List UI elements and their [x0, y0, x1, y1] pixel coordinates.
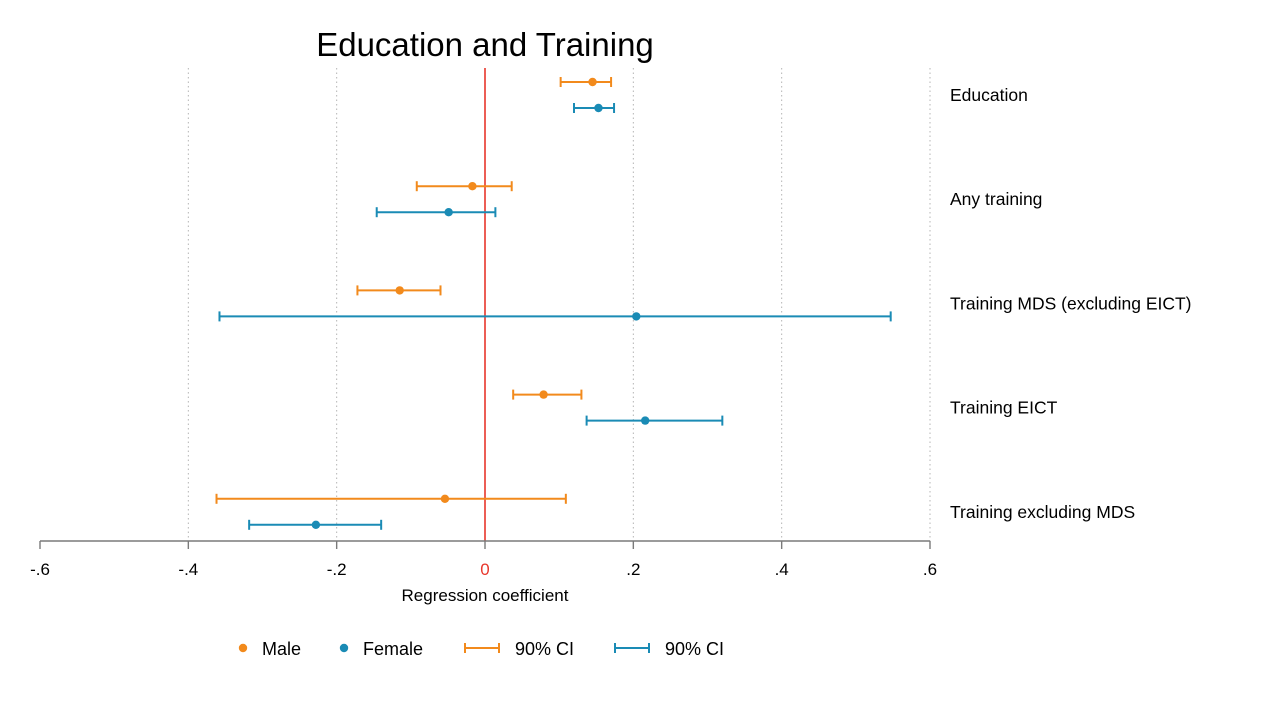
legend-label: 90% CI — [515, 639, 574, 659]
x-tick-label: -.6 — [30, 560, 50, 579]
x-tick-label: .4 — [775, 560, 789, 579]
x-tick-label: 0 — [480, 560, 489, 579]
point-estimate — [468, 182, 477, 191]
point-estimate — [311, 520, 321, 529]
x-tick-label: -.4 — [178, 560, 198, 579]
chart-title: Education and Training — [316, 26, 654, 63]
point-estimates — [311, 77, 650, 529]
category-label: Training MDS (excluding EICT) — [950, 293, 1192, 313]
legend-label: Female — [363, 639, 423, 659]
point-estimate — [641, 416, 650, 425]
point-estimate — [444, 208, 453, 217]
legend-label: Male — [262, 639, 301, 659]
x-tick-label: .2 — [626, 560, 640, 579]
point-estimate — [588, 77, 597, 87]
point-estimate — [395, 286, 404, 295]
gridlines — [187, 68, 931, 541]
x-axis: -.6 -.4 -.2 0 .2 .4 .6 — [30, 540, 937, 579]
legend: Male Female 90% CI 90% CI — [238, 639, 724, 659]
x-tick-label: -.2 — [327, 560, 347, 579]
point-estimate — [632, 312, 641, 321]
category-label: Any training — [950, 189, 1042, 209]
point-estimate — [594, 103, 603, 113]
category-label: Training EICT — [950, 398, 1058, 418]
x-axis-label: Regression coefficient — [402, 586, 569, 605]
category-label: Training excluding MDS — [950, 502, 1135, 522]
x-tick-label: .6 — [923, 560, 937, 579]
confidence-intervals — [215, 77, 892, 530]
category-labels: Education Any training Training MDS (exclu… — [950, 85, 1192, 522]
category-label: Education — [950, 85, 1028, 105]
legend-marker — [238, 643, 248, 653]
point-estimate — [539, 390, 548, 399]
legend-label: 90% CI — [665, 639, 724, 659]
legend-marker — [339, 643, 349, 653]
point-estimate — [440, 494, 450, 503]
